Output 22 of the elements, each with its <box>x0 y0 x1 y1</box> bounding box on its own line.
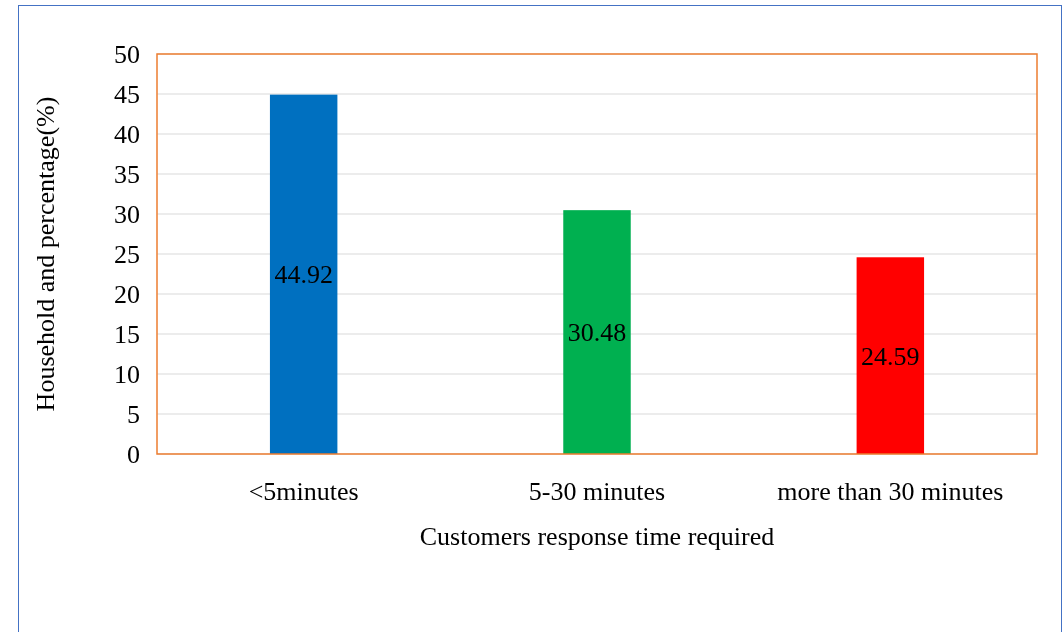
y-tick-label: 5 <box>127 400 140 430</box>
y-tick-label: 45 <box>114 80 140 110</box>
data-label: 30.48 <box>567 318 627 348</box>
x-tick-label: <5minutes <box>248 477 359 506</box>
y-tick-label: 0 <box>127 440 140 470</box>
y-tick-label: 40 <box>114 120 140 150</box>
bar <box>563 210 631 454</box>
y-tick-label: 50 <box>114 40 140 70</box>
bar <box>269 94 338 454</box>
y-tick-label: 25 <box>114 240 140 270</box>
y-tick-label: 35 <box>114 160 140 190</box>
y-tick-label: 10 <box>114 360 140 390</box>
y-tick-label: 15 <box>114 320 140 350</box>
y-tick-label: 20 <box>114 280 140 310</box>
data-label: 24.59 <box>861 341 920 371</box>
data-label: 44.92 <box>274 260 333 290</box>
bar <box>856 257 925 454</box>
x-axis-title: Customers response time required <box>419 522 775 551</box>
x-tick-label: more than 30 minutes <box>777 477 1004 506</box>
y-axis-title: Household and percentage(%) <box>31 96 60 412</box>
x-tick-label: 5-30 minutes <box>528 477 666 506</box>
y-tick-label: 30 <box>114 200 140 230</box>
